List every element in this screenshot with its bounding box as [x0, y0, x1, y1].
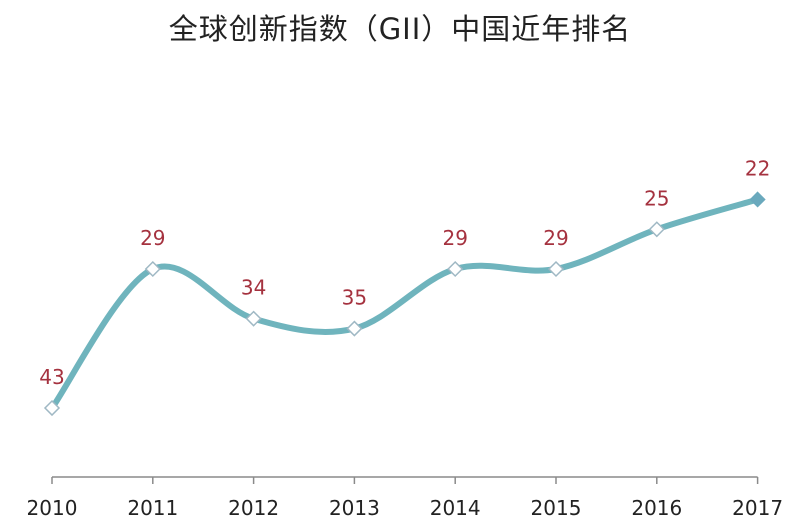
data-point-marker — [749, 191, 766, 208]
x-tick-label: 2013 — [329, 496, 380, 520]
data-point-marker — [43, 399, 61, 417]
data-point-marker — [447, 260, 464, 278]
data-label: 22 — [745, 156, 770, 180]
data-point-marker — [648, 221, 665, 238]
data-label: 34 — [241, 276, 266, 300]
x-tick-label: 2017 — [732, 496, 783, 520]
data-label: 43 — [39, 365, 64, 389]
x-tick-label: 2012 — [228, 496, 279, 520]
data-label: 25 — [644, 186, 669, 210]
data-label: 29 — [543, 226, 568, 250]
chart-title: 全球创新指数（GII）中国近年排名 — [168, 12, 632, 46]
data-point-marker — [547, 260, 565, 278]
data-point-marker — [144, 260, 161, 278]
data-point-marker — [245, 310, 262, 327]
data-label: 29 — [442, 226, 467, 250]
data-point-marker — [346, 320, 363, 337]
x-tick-label: 2015 — [531, 496, 582, 520]
data-label: 29 — [140, 226, 165, 250]
data-label: 35 — [342, 286, 367, 310]
x-tick-label: 2010 — [27, 496, 78, 520]
x-tick-label: 2011 — [127, 496, 178, 520]
x-tick-label: 2014 — [430, 496, 481, 520]
x-tick-label: 2016 — [631, 496, 682, 520]
